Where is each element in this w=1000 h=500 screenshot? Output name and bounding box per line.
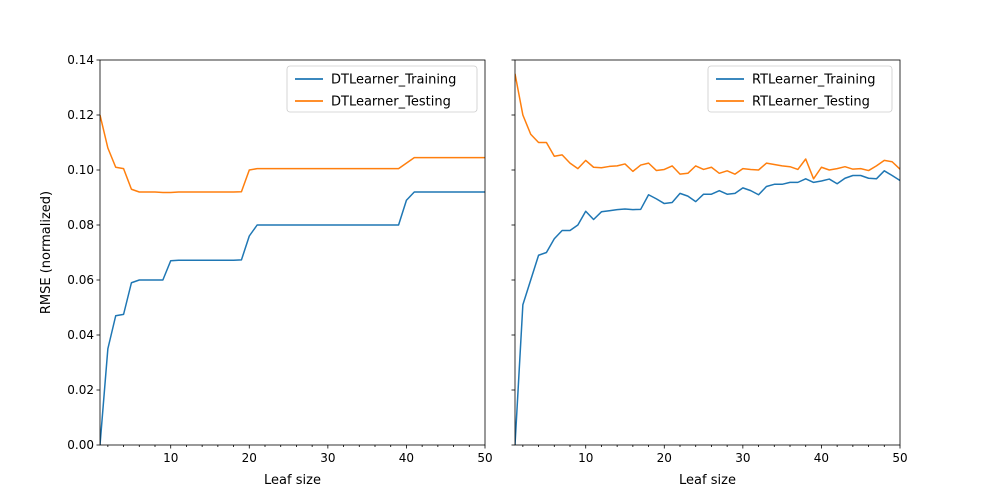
y-axis-label: RMSE (normalized) [39, 191, 54, 314]
y-tick-label: 0.06 [67, 273, 94, 287]
x-tick-label: 50 [892, 451, 907, 465]
legend-box [286, 65, 478, 113]
x-tick-label: 20 [242, 451, 257, 465]
x-tick-label: 10 [163, 451, 178, 465]
legend-label: DTLearner_Testing [331, 95, 451, 110]
y-tick-label: 0.08 [67, 218, 94, 232]
y-tick-label: 0.02 [67, 383, 94, 397]
legend: DTLearner_Training DTLearner_Testing [286, 65, 478, 113]
x-tick-label: 40 [399, 451, 414, 465]
x-axis-label: Leaf size [264, 473, 321, 488]
legend: RTLearner_Training RTLearner_Testing [707, 65, 893, 113]
legend-label: RTLearner_Testing [752, 95, 870, 110]
legend-label: RTLearner_Training [752, 73, 876, 88]
x-tick-label: 30 [735, 451, 750, 465]
y-tick-label: 0.12 [67, 108, 94, 122]
series-line-rtlearner-testing [515, 73, 900, 180]
x-tick-label: 30 [320, 451, 335, 465]
legend-label: DTLearner_Training [331, 73, 456, 88]
x-tick-label: 40 [814, 451, 829, 465]
plot-frame [514, 59, 901, 446]
x-tick-label: 50 [477, 451, 492, 465]
x-axis-label: Leaf size [679, 473, 736, 488]
y-tick-label: 0.14 [67, 53, 94, 67]
legend-box [707, 65, 893, 113]
x-tick-label: 10 [578, 451, 593, 465]
plot-frame [99, 59, 486, 446]
series-line-dtlearner-training [100, 191, 485, 445]
y-tick-label: 0.00 [67, 438, 94, 452]
y-tick-label: 0.10 [67, 163, 94, 177]
chart-left-dtlearner: 10 20 30 40 50 0.00 0.02 0.04 0.06 0.08 0.10 0.12 0.… [39, 53, 493, 488]
series-line-dtlearner-testing [100, 114, 485, 194]
series-line-rtlearner-training [515, 170, 900, 445]
y-tick-label: 0.04 [67, 328, 94, 342]
x-tick-label: 20 [657, 451, 672, 465]
